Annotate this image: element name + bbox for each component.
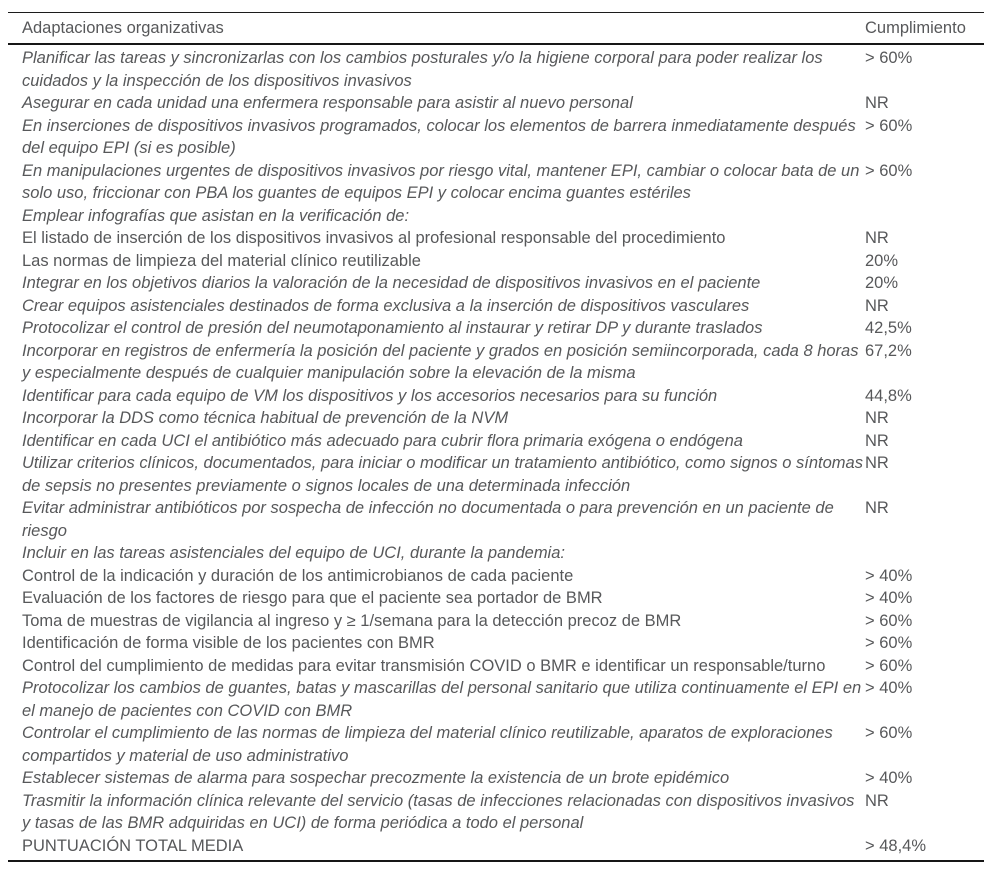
adaptation-text: Crear equipos asistenciales destinados d… <box>22 296 750 315</box>
adaptation-text: Control de la indicación y duración de l… <box>22 566 574 585</box>
table-row: Protocolizar los cambios de guantes, bat… <box>8 677 984 722</box>
compliance-value: 42,5% <box>865 319 912 337</box>
adaptation-text: Identificar en cada UCI el antibiótico m… <box>22 431 743 450</box>
compliance-value: > 60% <box>865 724 913 742</box>
adaptation-text: Controlar el cumplimiento de las normas … <box>22 724 833 765</box>
table-row: Evaluación de los factores de riesgo par… <box>8 587 984 610</box>
table-row: Identificar para cada equipo de VM los d… <box>8 385 984 408</box>
compliance-value: 20% <box>865 274 899 292</box>
adaptation-text: Identificación de forma visible de los p… <box>22 634 435 652</box>
adaptation-text: El listado de inserción de los dispositi… <box>22 229 726 247</box>
table-row: Planificar las tareas y sincronizarlas c… <box>8 47 984 92</box>
compliance-value: NR <box>865 296 889 315</box>
compliance-value: > 60% <box>865 161 913 180</box>
table-row: Utilizar criterios clínicos, documentado… <box>8 452 984 497</box>
compliance-value: NR <box>865 94 889 112</box>
table-body: Planificar las tareas y sincronizarlas c… <box>8 45 984 862</box>
adaptation-text: En manipulaciones urgentes de dispositiv… <box>22 161 860 203</box>
table-row: Emplear infografías que asistan en la ve… <box>8 205 984 228</box>
adaptation-text: Evitar administrar antibióticos por sosp… <box>22 499 834 540</box>
adaptation-text: En inserciones de dispositivos invasivos… <box>22 116 856 158</box>
table-header-row: Adaptaciones organizativas Cumplimiento <box>8 13 984 45</box>
table-row: Integrar en los objetivos diarios la val… <box>8 272 984 295</box>
table-row: PUNTUACIÓN TOTAL MEDIA > 48,4% <box>8 835 984 858</box>
adaptation-text: Integrar en los objetivos diarios la val… <box>22 274 761 292</box>
compliance-value: 67,2% <box>865 341 912 360</box>
compliance-value: > 40% <box>865 679 913 697</box>
table-row: El listado de inserción de los dispositi… <box>8 227 984 250</box>
compliance-value: NR <box>865 229 889 247</box>
compliance-value: > 60% <box>865 656 913 675</box>
adaptation-text: Trasmitir la información clínica relevan… <box>22 791 855 833</box>
adaptation-text: Evaluación de los factores de riesgo par… <box>22 589 603 607</box>
table-row: Toma de muestras de vigilancia al ingres… <box>8 610 984 633</box>
adaptation-text: Asegurar en cada unidad una enfermera re… <box>22 94 633 112</box>
table-row: Asegurar en cada unidad una enfermera re… <box>8 92 984 115</box>
adaptation-text: PUNTUACIÓN TOTAL MEDIA <box>22 836 244 855</box>
compliance-value: > 40% <box>865 566 913 585</box>
compliance-value: > 48,4% <box>865 836 927 855</box>
adaptation-text: Protocolizar el control de presión del n… <box>22 319 763 337</box>
table-row: Incluir en las tareas asistenciales del … <box>8 542 984 565</box>
table-row: Control de la indicación y duración de l… <box>8 565 984 588</box>
table-row: Identificar en cada UCI el antibiótico m… <box>8 430 984 453</box>
compliance-value: > 40% <box>865 589 913 607</box>
adaptation-text: Incorporar en registros de enfermería la… <box>22 341 859 383</box>
compliance-value: > 60% <box>865 634 913 652</box>
compliance-value: > 60% <box>865 611 913 630</box>
compliance-value: NR <box>865 791 889 810</box>
adaptation-text: Toma de muestras de vigilancia al ingres… <box>22 611 682 630</box>
compliance-value: > 60% <box>865 49 913 67</box>
adaptation-text: Las normas de limpieza del material clín… <box>22 251 421 270</box>
table-row: Control del cumplimiento de medidas para… <box>8 655 984 678</box>
column-header-cumplimiento: Cumplimiento <box>865 18 966 37</box>
table-row: Trasmitir la información clínica relevan… <box>8 790 984 835</box>
compliance-value: > 40% <box>865 769 913 787</box>
table-row: En manipulaciones urgentes de dispositiv… <box>8 160 984 205</box>
compliance-value: NR <box>865 431 889 450</box>
table-row: Crear equipos asistenciales destinados d… <box>8 295 984 318</box>
adaptation-text: Utilizar criterios clínicos, documentado… <box>22 454 863 495</box>
table-row: Controlar el cumplimiento de las normas … <box>8 722 984 767</box>
table-row: Las normas de limpieza del material clín… <box>8 250 984 273</box>
compliance-value: > 60% <box>865 116 913 135</box>
table-row: Identificación de forma visible de los p… <box>8 632 984 655</box>
compliance-value: NR <box>865 454 889 472</box>
adaptation-text: Incorporar la DDS como técnica habitual … <box>22 409 509 427</box>
compliance-value: NR <box>865 409 889 427</box>
table-row: Evitar administrar antibióticos por sosp… <box>8 497 984 542</box>
table-row: En inserciones de dispositivos invasivos… <box>8 115 984 160</box>
adaptation-text: Identificar para cada equipo de VM los d… <box>22 386 718 405</box>
adaptation-text: Incluir en las tareas asistenciales del … <box>22 544 565 562</box>
table-row: Establecer sistemas de alarma para sospe… <box>8 767 984 790</box>
column-header-adaptaciones: Adaptaciones organizativas <box>22 18 224 37</box>
adaptation-text: Planificar las tareas y sincronizarlas c… <box>22 49 823 90</box>
adaptations-table: Adaptaciones organizativas Cumplimiento … <box>8 12 984 862</box>
table-row: Incorporar en registros de enfermería la… <box>8 340 984 385</box>
adaptation-text: Establecer sistemas de alarma para sospe… <box>22 769 730 787</box>
compliance-value: NR <box>865 499 889 517</box>
table-row: Protocolizar el control de presión del n… <box>8 317 984 340</box>
compliance-value: 20% <box>865 251 899 270</box>
adaptation-text: Protocolizar los cambios de guantes, bat… <box>22 679 862 720</box>
adaptation-text: Emplear infografías que asistan en la ve… <box>22 206 410 225</box>
adaptation-text: Control del cumplimiento de medidas para… <box>22 656 826 675</box>
compliance-value: 44,8% <box>865 386 912 405</box>
table-row: Incorporar la DDS como técnica habitual … <box>8 407 984 430</box>
